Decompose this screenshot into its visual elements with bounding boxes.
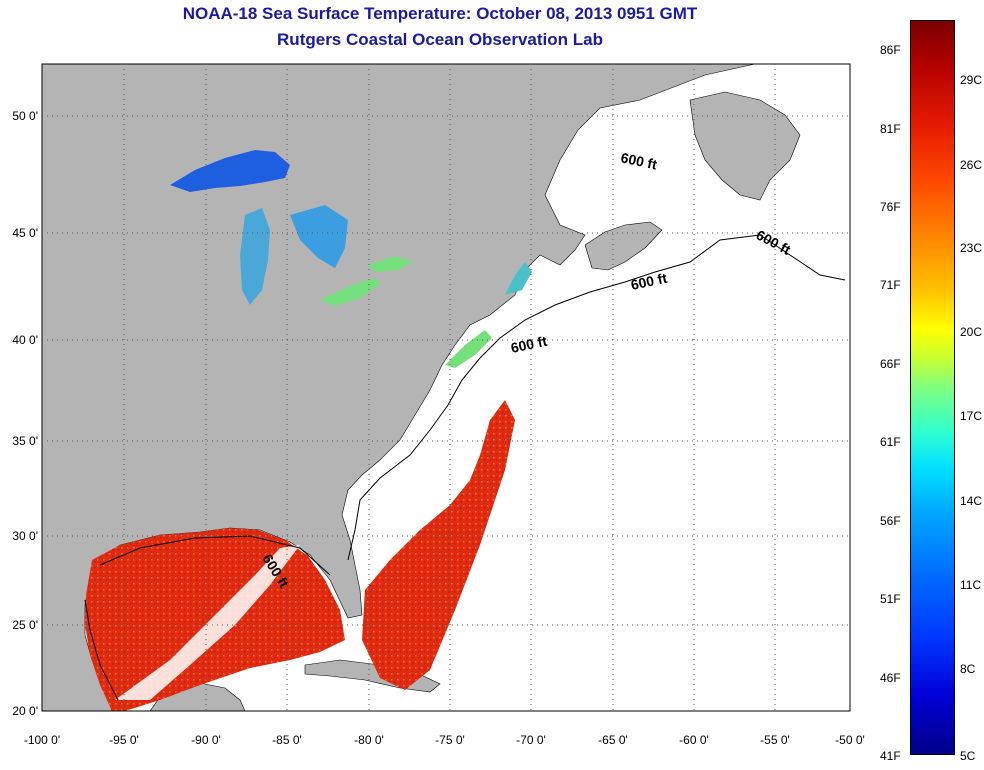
colorbar-fahrenheit-label: 81F [880,122,901,136]
latitude-tick-label: 25 0' [12,618,38,632]
cloud-swath [115,545,300,700]
contour-label-mid-atlantic: 600 ft [509,333,548,356]
latitude-tick-label: 35 0' [12,434,38,448]
depth-contour-600ft [84,234,846,701]
longitude-tick-label: -95 0' [109,733,139,747]
colorbar-fahrenheit-label: 41F [880,749,901,763]
colorbar-celsius-label: 11C [960,578,982,592]
longitude-tick-label: -90 0' [191,733,221,747]
longitude-tick-label: -55 0' [760,733,790,747]
latitude-tick-label: 45 0' [12,226,38,240]
longitude-tick-label: -75 0' [435,733,465,747]
land-newfoundland [689,91,801,201]
colorbar-celsius-label: 14C [960,494,983,508]
latitude-tick-label: 30 0' [12,529,38,543]
contour-label-scotian-shelf: 600 ft [629,270,668,293]
longitude-ticks: -100 0' -95 0' -90 0' -85 0' -80 0' -75 0' -70… [24,733,865,747]
colorbar-celsius-label: 29C [960,73,983,87]
atlantic-sst [362,400,515,690]
latitude-tick-label: 50 0' [12,109,38,123]
temperature-colorbar [910,20,955,755]
colorbar-fahrenheit-label: 56F [880,514,901,528]
latitude-tick-label: 40 0' [12,333,38,347]
colorbar-fahrenheit-label: 46F [880,671,901,685]
longitude-tick-label: -80 0' [354,733,384,747]
colorbar-fahrenheit-label: 61F [880,435,901,449]
lake-erie [320,278,380,306]
lake-michigan [240,208,270,305]
gulf-of-maine-sst [505,262,532,295]
contour-label-st-lawrence: 600 ft [619,149,658,172]
lake-huron [290,205,348,268]
colorbar-fahrenheit-label: 71F [880,278,901,292]
longitude-tick-label: -50 0' [835,733,865,747]
colorbar-celsius-label: 5C [960,749,976,763]
longitude-tick-label: -85 0' [272,733,302,747]
colorbar-fahrenheit-label: 86F [880,43,901,57]
colorbar-celsius-label: 20C [960,325,983,339]
colorbar-fahrenheit-label: 76F [880,200,901,214]
latitude-tick-label: 20 0' [12,704,38,718]
new-york-bight-sst [445,330,492,368]
sst-map: -100 0' -95 0' -90 0' -85 0' -80 0' -75 0' -70… [12,63,865,747]
lake-superior [170,150,290,192]
colorbar-celsius-label: 26C [960,158,983,172]
longitude-tick-label: -70 0' [516,733,546,747]
map-frame [41,63,851,712]
longitude-tick-label: -60 0' [679,733,709,747]
colorbar-celsius-label: 8C [960,662,976,676]
latitude-ticks: 50 0' 45 0' 40 0' 35 0' 30 0' 25 0' 20 0' [12,109,38,718]
map-title: NOAA-18 Sea Surface Temperature: October… [182,4,698,23]
colorbar-fahrenheit-label: 66F [880,357,901,371]
lake-ontario [368,256,412,272]
longitude-tick-label: -100 0' [24,733,60,747]
colorbar-celsius-label: 17C [960,409,983,423]
map-subtitle: Rutgers Coastal Ocean Observation Lab [277,30,603,49]
land-maritimes [584,221,663,271]
longitude-tick-label: -65 0' [598,733,628,747]
colorbar-fahrenheit-label: 51F [880,592,901,606]
colorbar-celsius-label: 23C [960,241,983,255]
